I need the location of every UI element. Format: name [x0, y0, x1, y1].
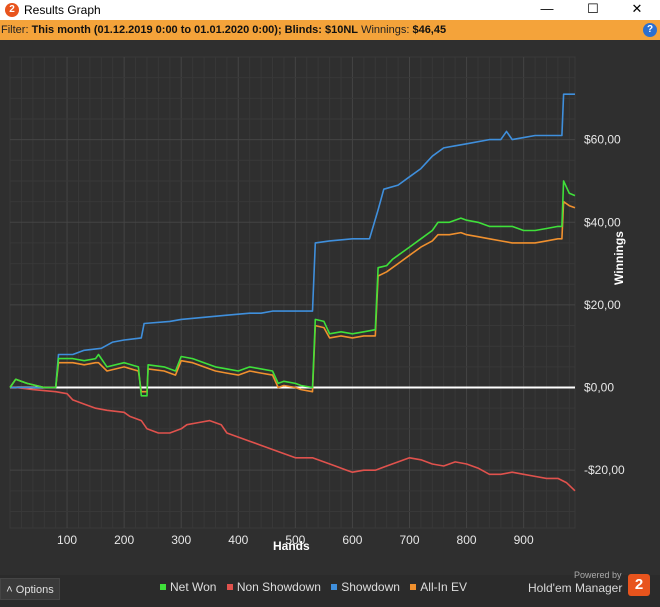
- x-tick-label: 400: [228, 533, 248, 547]
- x-tick-label: 800: [457, 533, 477, 547]
- x-tick-label: 200: [114, 533, 134, 547]
- legend-label-all-in-ev: All-In EV: [420, 580, 467, 594]
- series-line-non-showdown: [10, 386, 576, 492]
- legend-label-showdown: Showdown: [341, 580, 400, 594]
- x-tick-label: 300: [171, 533, 191, 547]
- x-axis-title: Hands: [273, 539, 310, 553]
- window-title: Results Graph: [24, 3, 101, 17]
- filter-value: This month (01.12.2019 0:00 to 01.01.202…: [31, 24, 359, 36]
- y-tick-label: $40,00: [584, 215, 621, 229]
- options-chevron-icon: ˄: [6, 584, 13, 596]
- series-line-showdown: [10, 93, 575, 389]
- y-tick-label: $0,00: [584, 381, 614, 395]
- x-tick-label: 700: [399, 533, 419, 547]
- filter-bar[interactable]: Filter: This month (01.12.2019 0:00 to 0…: [0, 20, 660, 40]
- powered-by-text: Powered by: [574, 570, 622, 580]
- y-tick-label: -$20,00: [584, 463, 625, 477]
- help-icon[interactable]: ?: [643, 23, 657, 37]
- series-line-all-in-ev: [9, 200, 576, 393]
- brand-logo-icon: 2: [628, 574, 650, 596]
- results-chart: 100 200 300 400 500 600 700 800 900 -$20,00 $0,00 $…: [9, 56, 625, 547]
- close-button[interactable]: ✕: [631, 1, 643, 16]
- footer-bar: [0, 575, 660, 607]
- legend-swatch-net-won: [160, 583, 166, 590]
- x-tick-label: 600: [342, 533, 362, 547]
- title-bar: 2 Results Graph — ☐ ✕: [0, 0, 660, 20]
- winnings-label: Winnings:: [361, 24, 410, 36]
- legend-swatch-showdown: [331, 583, 338, 590]
- legend-label-net-won: Net Won: [170, 580, 217, 594]
- brand-name: Hold'em Manager: [528, 581, 623, 595]
- legend-swatch-all-in-ev: [410, 583, 417, 590]
- legend-swatch-non-showdown: [226, 583, 233, 590]
- plot-frame: [9, 56, 576, 529]
- y-tick-label: $20,00: [584, 298, 621, 312]
- filter-label: Filter:: [1, 24, 29, 36]
- legend-item-showdown[interactable]: Showdown: [331, 580, 400, 594]
- chart-legend: Net Won Non Showdown Showdown All-In EV: [160, 580, 474, 594]
- legend-label-non-showdown: Non Showdown: [236, 580, 321, 594]
- legend-item-non-showdown[interactable]: Non Showdown: [226, 580, 321, 594]
- series-line-net-won: [9, 180, 576, 397]
- legend-item-all-in-ev[interactable]: All-In EV: [410, 580, 467, 594]
- app-icon: 2: [5, 3, 19, 17]
- legend-item-net-won[interactable]: Net Won: [160, 580, 216, 594]
- maximize-button[interactable]: ☐: [587, 1, 599, 16]
- options-label: Options: [15, 584, 54, 596]
- x-tick-label: 100: [57, 533, 77, 547]
- winnings-value: $46,45: [412, 24, 447, 36]
- y-axis-title: Winnings: [612, 231, 626, 285]
- x-tick-label: 500: [285, 533, 305, 547]
- minimize-button[interactable]: —: [540, 1, 554, 16]
- chart-series: [9, 93, 576, 492]
- x-tick-label: 900: [514, 533, 534, 547]
- chart-ticks: 100 200 300 400 500 600 700 800 900 -$20,00 $0,00 $…: [57, 133, 625, 547]
- y-tick-label: $60,00: [584, 133, 621, 147]
- chart-grid: [9, 56, 576, 529]
- options-button[interactable]: ˄ Options: [0, 578, 60, 600]
